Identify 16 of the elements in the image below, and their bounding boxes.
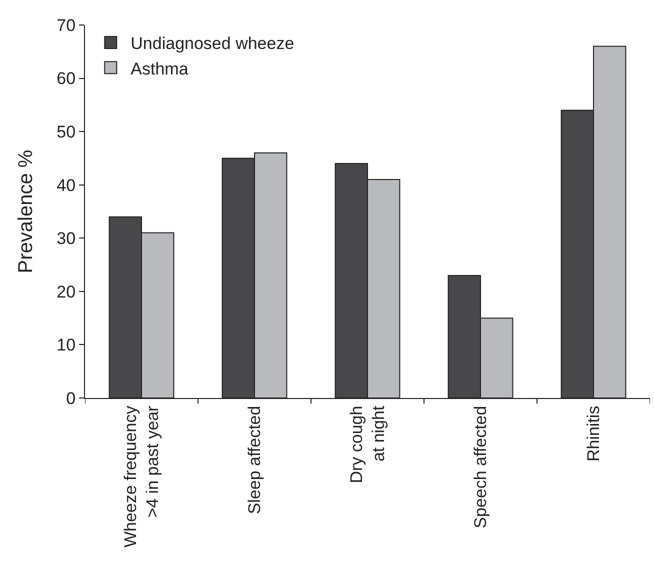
x-tick-label: Wheeze frequency >4 in past year xyxy=(120,405,162,548)
x-tick-label: Dry cough at night xyxy=(346,406,388,484)
y-tick-label: 60 xyxy=(56,69,76,88)
y-axis-title: Prevalence % xyxy=(15,150,38,274)
y-tick-label: 20 xyxy=(56,282,76,302)
legend-label: Asthma xyxy=(130,59,189,78)
legend-label: Undiagnosed wheeze xyxy=(130,34,294,54)
y-tick-label: 50 xyxy=(56,122,76,142)
x-tick-label: Sleep affected xyxy=(245,406,264,514)
y-tick-label: 40 xyxy=(56,176,76,195)
y-tick-label: 70 xyxy=(56,16,76,35)
y-tick-label: 30 xyxy=(56,229,76,248)
y-tick-label: 0 xyxy=(66,388,76,408)
x-tick-label: Speech affected xyxy=(471,406,490,528)
x-tick-label: Rhinitis xyxy=(584,406,604,462)
y-tick-label: 10 xyxy=(56,336,76,355)
